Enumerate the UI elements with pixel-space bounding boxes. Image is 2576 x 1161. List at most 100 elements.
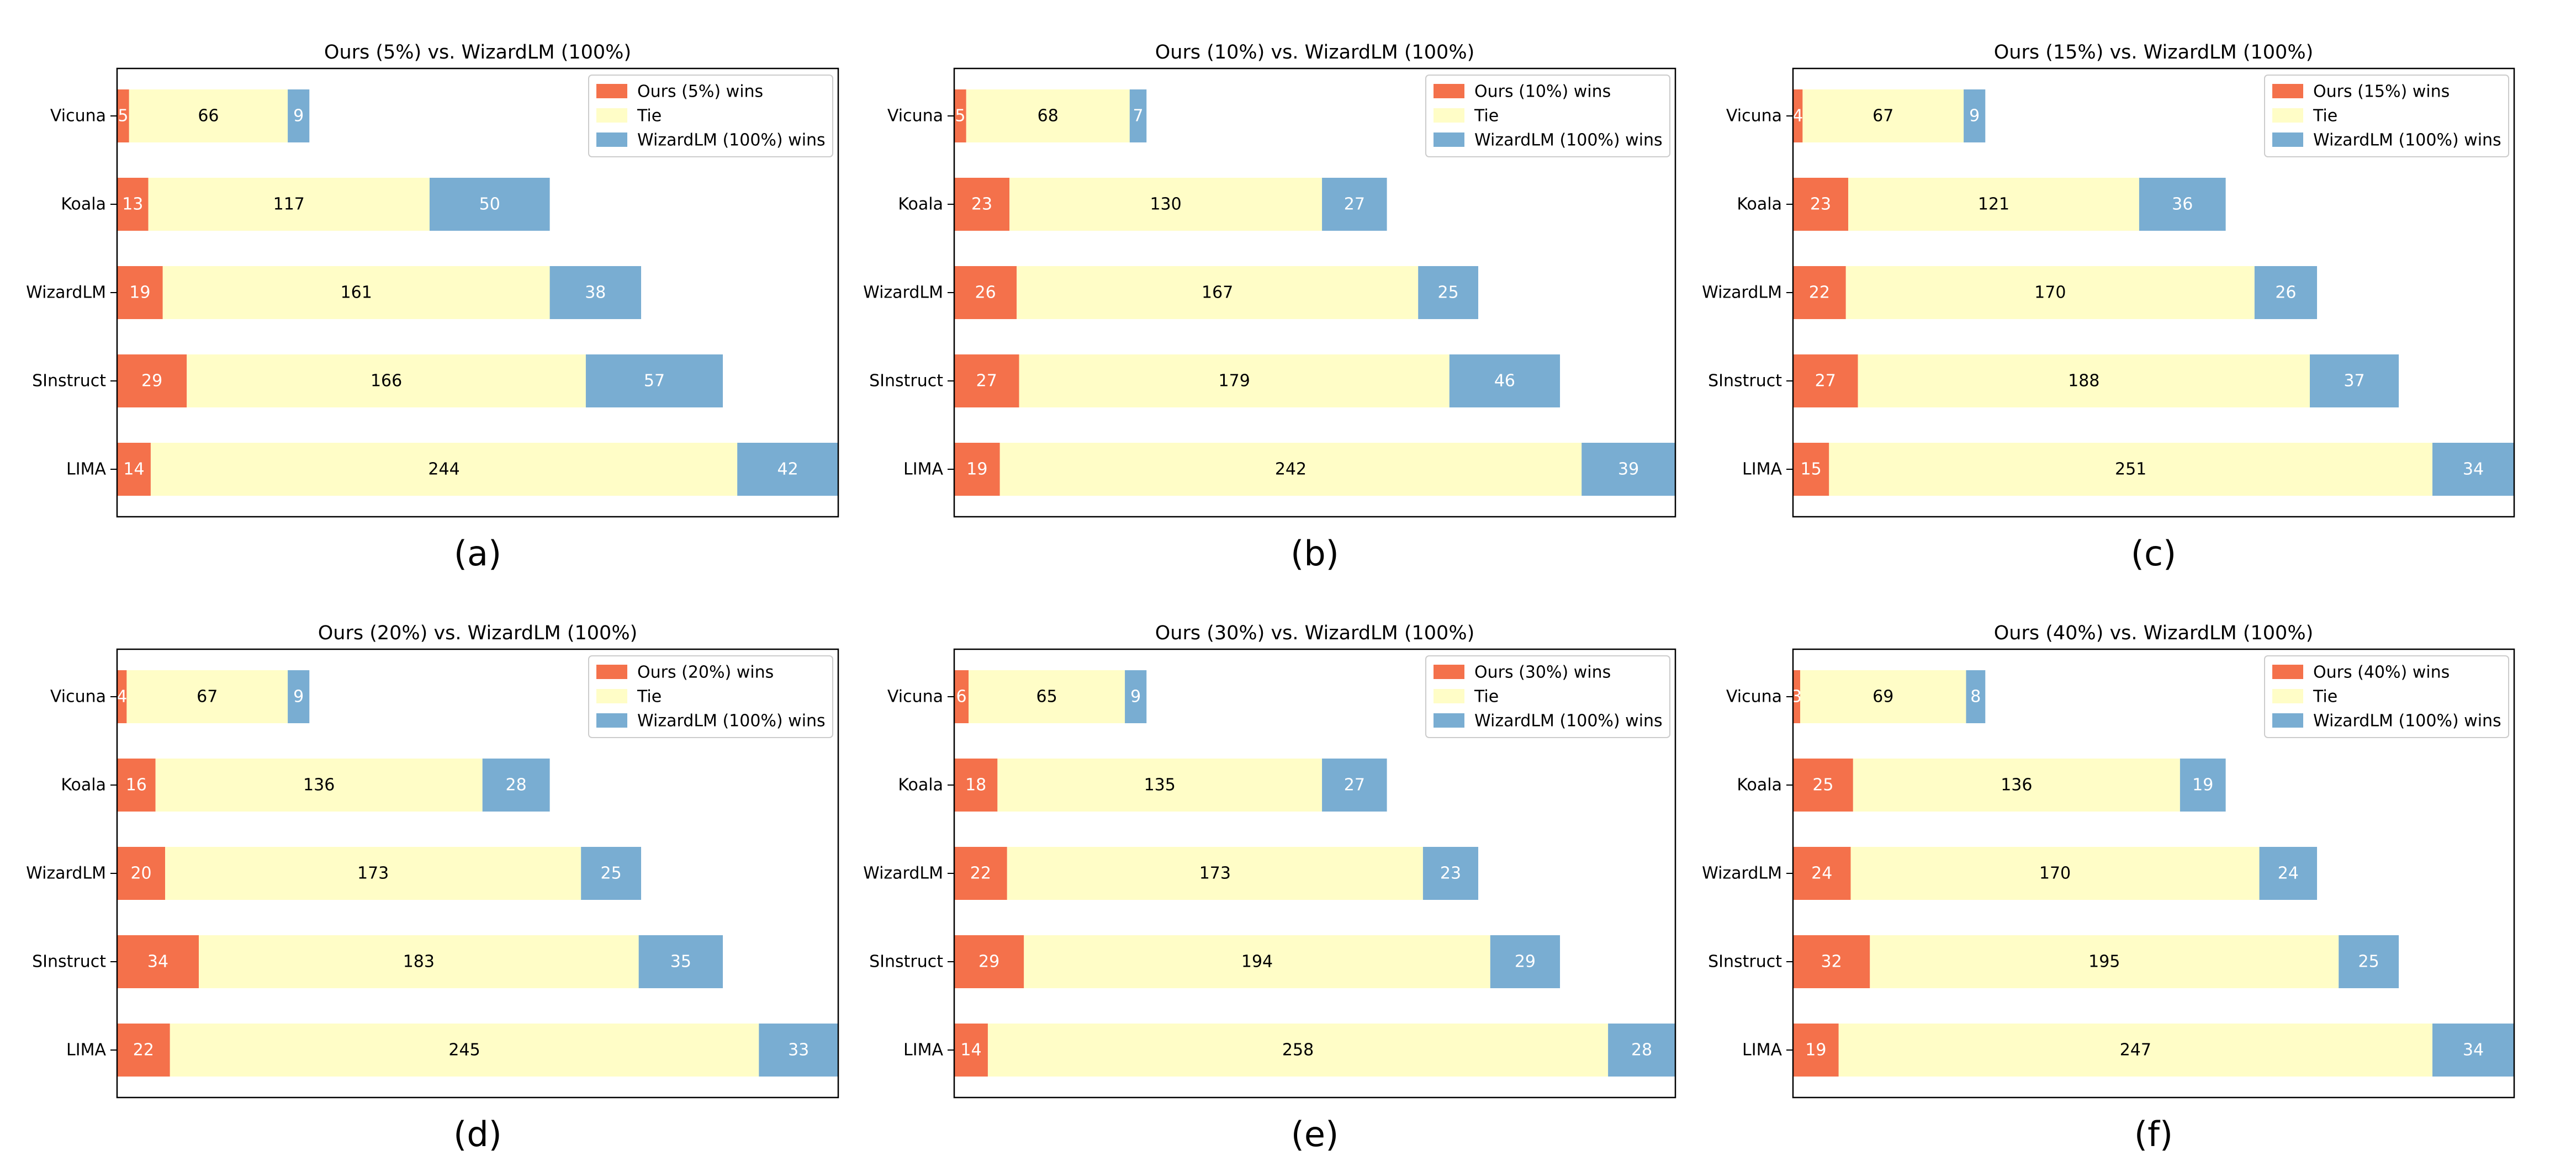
y-tick-label-sinstruct: SInstruct bbox=[1708, 372, 1782, 391]
data-label-tie-vicuna: 69 bbox=[1873, 687, 1893, 707]
chart-panel-d: 4 67 9 Vicuna 16 136 28 Koala 20 173 25 WizardLM 34 1… bbox=[26, 622, 839, 1154]
legend: Ours (20%) wins Tie WizardLM (100%) wins bbox=[588, 655, 833, 738]
data-label-tie-sinstruct: 183 bbox=[403, 952, 435, 972]
data-label-ours-wins-lima: 14 bbox=[123, 460, 144, 479]
y-tick-label-lima: LIMA bbox=[66, 460, 106, 479]
data-label-ours-wins-vicuna: 5 bbox=[955, 107, 965, 126]
data-label-ours-wins-wizardlm: 26 bbox=[975, 283, 996, 303]
bar-ours-wins-wizardlm bbox=[954, 266, 1017, 319]
bar-tie-wizardlm bbox=[165, 847, 581, 900]
data-label-ours-wins-vicuna: 4 bbox=[117, 687, 127, 707]
bar-tie-lima bbox=[1829, 443, 2432, 496]
bar-ours-wins-wizardlm bbox=[954, 847, 1007, 900]
data-label-wizard-wins-vicuna: 9 bbox=[293, 107, 304, 126]
bar-ours-wins-vicuna bbox=[954, 670, 969, 723]
legend-label-tie: Tie bbox=[1474, 107, 1499, 126]
data-label-ours-wins-sinstruct: 32 bbox=[1821, 952, 1842, 972]
panel-caption: (b) bbox=[1290, 533, 1339, 574]
bar-tie-lima bbox=[999, 443, 1582, 496]
data-label-ours-wins-wizardlm: 24 bbox=[1811, 864, 1832, 883]
data-label-ours-wins-koala: 18 bbox=[965, 776, 986, 795]
y-tick-label-sinstruct: SInstruct bbox=[32, 372, 106, 391]
data-label-wizard-wins-lima: 34 bbox=[2463, 1041, 2484, 1060]
axes-frame bbox=[953, 648, 1676, 1099]
data-label-tie-lima: 245 bbox=[448, 1041, 480, 1060]
data-label-wizard-wins-sinstruct: 37 bbox=[2344, 372, 2365, 391]
legend-label-ours-wins: Ours (10%) wins bbox=[1474, 82, 1611, 102]
legend-label-wizard-wins: WizardLM (100%) wins bbox=[2313, 131, 2501, 150]
chart-panel-c: 4 67 9 Vicuna 23 121 36 Koala 22 170 26 WizardLM 27 1… bbox=[1702, 41, 2515, 574]
y-tick-label-lima: LIMA bbox=[66, 1041, 106, 1060]
axes-frame bbox=[116, 67, 839, 518]
bar-wizard-wins-wizardlm bbox=[2259, 847, 2318, 900]
y-tick-label-sinstruct: SInstruct bbox=[32, 952, 106, 972]
data-label-tie-koala: 117 bbox=[273, 195, 305, 214]
y-tick-label-wizardlm: WizardLM bbox=[1702, 864, 1782, 883]
data-label-tie-lima: 247 bbox=[2120, 1041, 2151, 1060]
data-label-tie-lima: 258 bbox=[1282, 1041, 1314, 1060]
bar-ours-wins-lima bbox=[117, 1024, 170, 1077]
bar-wizard-wins-koala bbox=[1322, 178, 1387, 231]
chart-title: Ours (40%) vs. WizardLM (100%) bbox=[1994, 622, 2313, 644]
data-label-ours-wins-vicuna: 4 bbox=[1792, 107, 1803, 126]
data-label-wizard-wins-koala: 19 bbox=[2192, 776, 2213, 795]
data-label-wizard-wins-vicuna: 9 bbox=[1969, 107, 1980, 126]
axes-frame bbox=[953, 67, 1676, 518]
chart-title: Ours (5%) vs. WizardLM (100%) bbox=[324, 41, 631, 63]
bar-tie-koala bbox=[148, 178, 430, 231]
chart-title: Ours (30%) vs. WizardLM (100%) bbox=[1155, 622, 1474, 644]
data-label-tie-sinstruct: 179 bbox=[1219, 372, 1250, 391]
axes-frame bbox=[1792, 648, 2515, 1099]
data-label-ours-wins-sinstruct: 34 bbox=[147, 952, 168, 972]
data-label-tie-sinstruct: 194 bbox=[1241, 952, 1273, 972]
bar-tie-wizardlm bbox=[1845, 266, 2255, 319]
legend-box bbox=[1425, 655, 1670, 738]
data-label-wizard-wins-wizardlm: 24 bbox=[2278, 864, 2299, 883]
data-label-wizard-wins-wizardlm: 38 bbox=[585, 283, 606, 303]
y-tick-label-koala: Koala bbox=[1737, 776, 1782, 795]
data-label-ours-wins-vicuna: 3 bbox=[1791, 687, 1802, 707]
data-label-wizard-wins-lima: 33 bbox=[788, 1041, 809, 1060]
bar-wizard-wins-koala bbox=[482, 759, 550, 812]
bar-ours-wins-wizardlm bbox=[1793, 266, 1846, 319]
chart-panel-f: 3 69 8 Vicuna 25 136 19 Koala 24 170 24 WizardLM 32 1… bbox=[1702, 622, 2515, 1154]
legend-swatch-ours-wins bbox=[596, 665, 627, 679]
data-label-tie-wizardlm: 173 bbox=[357, 864, 389, 883]
bar-ours-wins-sinstruct bbox=[117, 935, 199, 988]
bar-tie-koala bbox=[1848, 178, 2139, 231]
legend-box bbox=[2264, 655, 2509, 738]
bar-ours-wins-sinstruct bbox=[1793, 354, 1858, 407]
bar-tie-koala bbox=[155, 759, 483, 812]
bar-ours-wins-lima bbox=[1793, 1024, 1839, 1077]
legend-swatch-tie bbox=[2272, 108, 2303, 123]
bar-ours-wins-wizardlm bbox=[117, 266, 163, 319]
data-label-tie-lima: 244 bbox=[428, 460, 459, 479]
data-label-tie-vicuna: 66 bbox=[198, 107, 219, 126]
data-label-ours-wins-wizardlm: 22 bbox=[1809, 283, 1830, 303]
data-label-wizard-wins-sinstruct: 29 bbox=[1515, 952, 1536, 972]
y-tick-label-vicuna: Vicuna bbox=[1726, 107, 1782, 126]
bar-wizard-wins-sinstruct bbox=[585, 354, 723, 407]
y-tick-label-sinstruct: SInstruct bbox=[1708, 952, 1782, 972]
bar-wizard-wins-wizardlm bbox=[1418, 266, 1479, 319]
data-label-tie-koala: 136 bbox=[303, 776, 335, 795]
data-label-ours-wins-lima: 19 bbox=[966, 460, 987, 479]
legend: Ours (10%) wins Tie WizardLM (100%) wins bbox=[1425, 75, 1670, 157]
data-label-wizard-wins-sinstruct: 25 bbox=[2358, 952, 2379, 972]
bar-wizard-wins-sinstruct bbox=[638, 935, 723, 988]
legend-label-tie: Tie bbox=[2313, 687, 2337, 707]
y-tick-label-wizardlm: WizardLM bbox=[1702, 283, 1782, 303]
legend: Ours (15%) wins Tie WizardLM (100%) wins bbox=[2264, 75, 2509, 157]
data-label-wizard-wins-wizardlm: 25 bbox=[601, 864, 622, 883]
bar-ours-wins-lima bbox=[954, 443, 1000, 496]
bar-wizard-wins-lima bbox=[737, 443, 838, 496]
y-tick-label-vicuna: Vicuna bbox=[1726, 687, 1782, 707]
y-tick-label-koala: Koala bbox=[61, 776, 106, 795]
axes-frame bbox=[116, 648, 839, 1099]
y-tick-label-lima: LIMA bbox=[903, 460, 943, 479]
bar-ours-wins-koala bbox=[954, 178, 1010, 231]
bar-ours-wins-sinstruct bbox=[117, 354, 187, 407]
bar-ours-wins-wizardlm bbox=[117, 847, 166, 900]
y-tick-label-sinstruct: SInstruct bbox=[869, 372, 943, 391]
